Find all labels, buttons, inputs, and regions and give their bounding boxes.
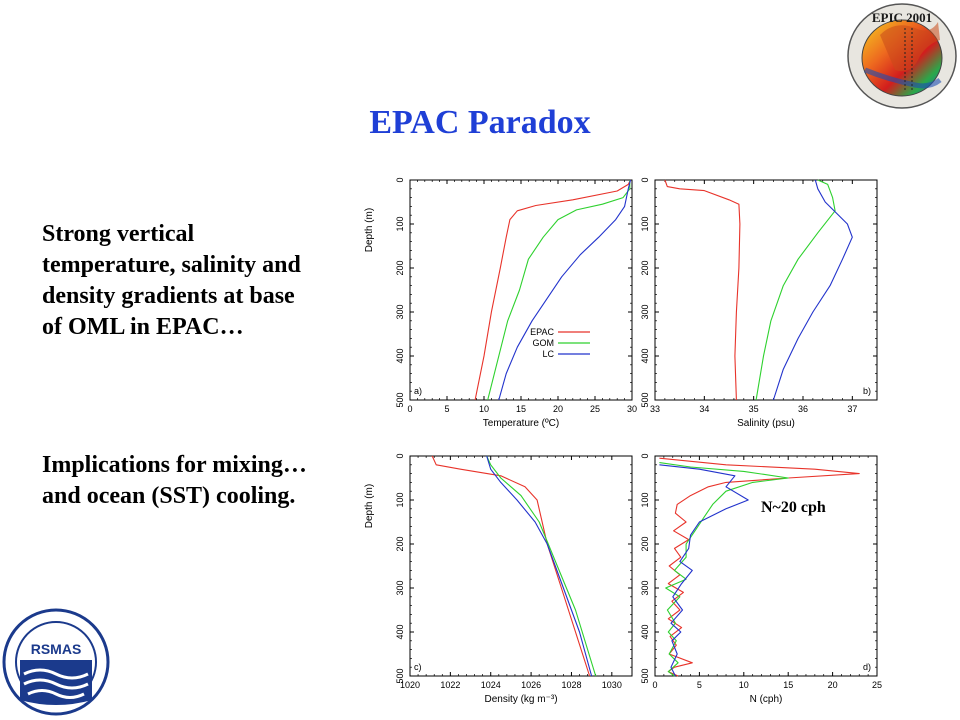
series-line-lc (659, 464, 749, 677)
y-tick-label: 0 (395, 177, 405, 182)
x-tick-label: 0 (652, 680, 657, 690)
x-tick-label: 34 (699, 404, 709, 414)
legend-label-epac: EPAC (530, 327, 554, 337)
plot-frame (654, 455, 878, 677)
panel-label: a) (414, 386, 422, 396)
y-tick-label: 100 (640, 216, 650, 231)
x-tick-label: 1022 (440, 680, 460, 690)
x-tick-label: 1024 (481, 680, 501, 690)
series-line-gom (659, 462, 789, 677)
plot-frame (409, 455, 633, 677)
panel-a: 0 5 10 15 20 25 300100200300400500Temperature … (364, 177, 637, 429)
y-tick-label: 400 (395, 624, 405, 639)
x-axis-label: Salinity (psu) (737, 418, 795, 429)
x-tick-label: 37 (847, 404, 857, 414)
x-tick-label: 20 (553, 404, 563, 414)
x-tick-label: 25 (872, 680, 882, 690)
x-tick-label: 1020 (400, 680, 420, 690)
x-tick-label: 25 (590, 404, 600, 414)
x-tick-label: 0 (407, 404, 412, 414)
body-text-gradients: Strong vertical temperature, salinity an… (42, 221, 301, 340)
panel-b: 33 34 35 36 37 0 100 200 300 400 500 Salinity (psu)… (640, 177, 878, 429)
y-axis-label: Depth (m) (364, 484, 375, 528)
panel-label: b) (863, 386, 871, 396)
y-tick-label: 100 (395, 216, 405, 231)
rsmas-logo: RSMAS (2, 608, 110, 716)
x-tick-label: 30 (627, 404, 637, 414)
x-tick-label: 5 (697, 680, 702, 690)
x-tick-label: 15 (516, 404, 526, 414)
y-axis-label: Depth (m) (364, 208, 375, 252)
epic-logo-text: EPIC 2001 (872, 10, 932, 25)
x-tick-label: 1030 (602, 680, 622, 690)
series-line-lc (772, 179, 853, 401)
y-tick-label: 500 (640, 392, 650, 407)
annotation-n-20-cph: N~20 cph (761, 499, 826, 516)
x-axis-label: Density (kg m⁻³) (484, 694, 557, 705)
series-line-epac (659, 457, 860, 677)
plot-frame (654, 179, 878, 401)
y-tick-label: 200 (640, 536, 650, 551)
series-line-epac (664, 179, 741, 401)
series-line-lc (486, 455, 593, 677)
x-axis-label: Temperature (ºC) (483, 418, 559, 429)
y-tick-label: 300 (395, 580, 405, 595)
y-tick-label: 0 (640, 453, 650, 458)
series-line-gom (487, 180, 631, 401)
x-tick-label: 10 (479, 404, 489, 414)
y-tick-label: 300 (395, 304, 405, 319)
y-tick-label: 0 (395, 453, 405, 458)
panel-label: d) (863, 662, 871, 672)
y-tick-label: 300 (640, 580, 650, 595)
x-tick-label: 35 (749, 404, 759, 414)
y-tick-label: 100 (640, 492, 650, 507)
y-tick-label: 500 (395, 668, 405, 683)
y-tick-label: 100 (395, 492, 405, 507)
x-tick-label: 33 (650, 404, 660, 414)
x-tick-label: 15 (783, 680, 793, 690)
epic-2001-logo: EPIC 2001 (847, 3, 957, 109)
y-tick-label: 400 (640, 624, 650, 639)
x-tick-label: 1028 (561, 680, 581, 690)
y-tick-label: 200 (395, 260, 405, 275)
x-tick-label: 36 (798, 404, 808, 414)
body-text-implications: Implications for mixing…and ocean (SST) … (42, 452, 307, 509)
x-axis-label: N (cph) (750, 694, 783, 705)
series-line-epac (474, 179, 631, 401)
x-tick-label: 20 (828, 680, 838, 690)
plot-frame (409, 179, 633, 401)
legend-label-gom: GOM (533, 338, 555, 348)
y-tick-label: 400 (640, 348, 650, 363)
series-line-lc (498, 179, 632, 401)
panel-c: 1020 1022 1024 1026 1028 1030 0 100 200 300 400 500… (364, 453, 633, 705)
series-line-gom (486, 455, 597, 677)
panel-d: 0 5 10 15 20 25 0 100 200 300 400 500 N (cph) d) N~20 … (640, 453, 882, 705)
y-tick-label: 200 (640, 260, 650, 275)
ocean-profiles-figure: 0 5 10 15 20 25 300100200300400500Temperature … (364, 177, 882, 705)
panel-label: c) (414, 662, 422, 672)
y-tick-label: 400 (395, 348, 405, 363)
series-line-gom (755, 179, 836, 401)
y-tick-label: 0 (640, 177, 650, 182)
series-line-epac (431, 455, 591, 677)
x-tick-label: 10 (739, 680, 749, 690)
x-tick-label: 1026 (521, 680, 541, 690)
rsmas-logo-text: RSMAS (31, 641, 82, 657)
slide-title: EPAC Paradox (369, 104, 591, 141)
y-tick-label: 500 (395, 392, 405, 407)
y-tick-label: 500 (640, 668, 650, 683)
y-tick-label: 200 (395, 536, 405, 551)
legend-label-lc: LC (542, 349, 554, 359)
x-tick-label: 5 (444, 404, 449, 414)
y-tick-label: 300 (640, 304, 650, 319)
